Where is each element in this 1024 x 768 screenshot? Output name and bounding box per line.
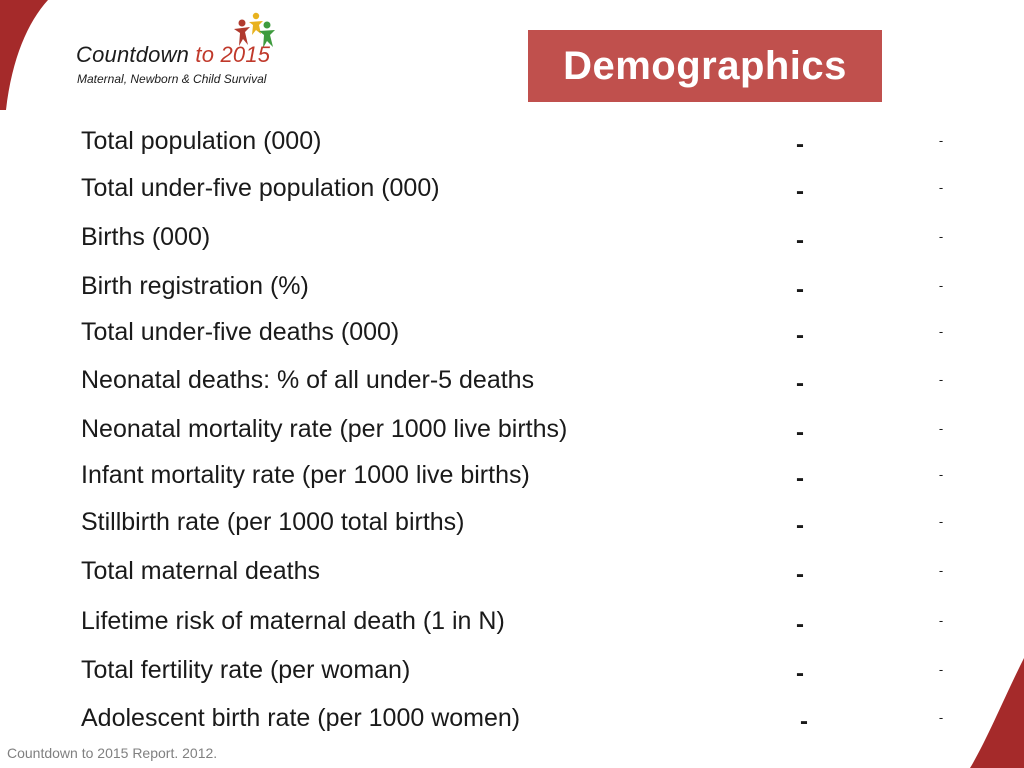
row-value-2: - <box>938 710 944 725</box>
table-row: Birth registration (%) - - <box>0 266 1024 306</box>
table-row: Total under-five deaths (000) - - <box>0 312 1024 352</box>
logo-title: Countdown to 2015 <box>76 42 270 68</box>
row-label: Stillbirth rate (per 1000 total births) <box>81 508 465 536</box>
row-value-1: - <box>796 131 804 158</box>
row-value-1: - <box>796 611 804 638</box>
logo-subtitle: Maternal, Newborn & Child Survival <box>77 72 267 86</box>
table-row: Adolescent birth rate (per 1000 women) -… <box>0 698 1024 738</box>
row-value-2: - <box>938 613 944 628</box>
table-row: Total fertility rate (per woman) - - <box>0 650 1024 690</box>
row-value-1: - <box>800 708 808 735</box>
row-value-2: - <box>938 563 944 578</box>
row-label: Total maternal deaths <box>81 557 321 585</box>
row-value-2: - <box>938 467 944 482</box>
row-label: Birth registration (%) <box>81 272 309 300</box>
logo-title-main: Countdown <box>76 42 196 67</box>
row-label: Lifetime risk of maternal death (1 in N) <box>81 607 505 635</box>
row-value-2: - <box>938 514 944 529</box>
corner-decoration-top-left <box>0 0 48 110</box>
row-label: Neonatal mortality rate (per 1000 live b… <box>81 415 568 443</box>
table-row: Neonatal deaths: % of all under-5 deaths… <box>0 360 1024 400</box>
logo-title-accent: to 2015 <box>195 42 271 67</box>
row-value-2: - <box>938 133 944 148</box>
table-row: Total population (000) - - <box>0 121 1024 161</box>
source-citation: Countdown to 2015 Report. 2012. <box>7 745 218 761</box>
table-row: Infant mortality rate (per 1000 live bir… <box>0 455 1024 495</box>
row-label: Total under-five deaths (000) <box>81 318 400 346</box>
row-value-1: - <box>796 512 804 539</box>
row-label: Total population (000) <box>81 127 322 155</box>
table-row: Neonatal mortality rate (per 1000 live b… <box>0 409 1024 449</box>
row-value-2: - <box>938 421 944 436</box>
row-label: Neonatal deaths: % of all under-5 deaths <box>81 366 535 394</box>
row-value-1: - <box>796 465 804 492</box>
row-value-2: - <box>938 372 944 387</box>
row-label: Adolescent birth rate (per 1000 women) <box>81 704 521 732</box>
row-value-2: - <box>938 324 944 339</box>
row-value-2: - <box>938 662 944 677</box>
row-value-1: - <box>796 561 804 588</box>
row-value-1: - <box>796 227 804 254</box>
slide-title-box: Demographics <box>528 30 882 102</box>
row-label: Total fertility rate (per woman) <box>81 656 411 684</box>
table-row: Total maternal deaths - - <box>0 551 1024 591</box>
row-value-1: - <box>796 660 804 687</box>
row-label: Births (000) <box>81 223 211 251</box>
slide-title: Demographics <box>563 43 847 88</box>
countdown-logo: Countdown to 2015 Maternal, Newborn & Ch… <box>76 12 296 92</box>
people-figures-icon <box>234 12 275 48</box>
row-value-2: - <box>938 278 944 293</box>
row-value-2: - <box>938 229 944 244</box>
row-value-1: - <box>796 178 804 205</box>
table-row: Lifetime risk of maternal death (1 in N)… <box>0 601 1024 641</box>
table-row: Total under-five population (000) - - <box>0 168 1024 208</box>
row-value-1: - <box>796 419 804 446</box>
row-value-1: - <box>796 370 804 397</box>
row-label: Total under-five population (000) <box>81 174 440 202</box>
table-row: Births (000) - - <box>0 217 1024 257</box>
row-value-1: - <box>796 322 804 349</box>
corner-decoration-bottom-right <box>970 658 1024 768</box>
row-value-2: - <box>938 180 944 195</box>
row-value-1: - <box>796 276 804 303</box>
table-row: Stillbirth rate (per 1000 total births) … <box>0 502 1024 542</box>
row-label: Infant mortality rate (per 1000 live bir… <box>81 461 530 489</box>
